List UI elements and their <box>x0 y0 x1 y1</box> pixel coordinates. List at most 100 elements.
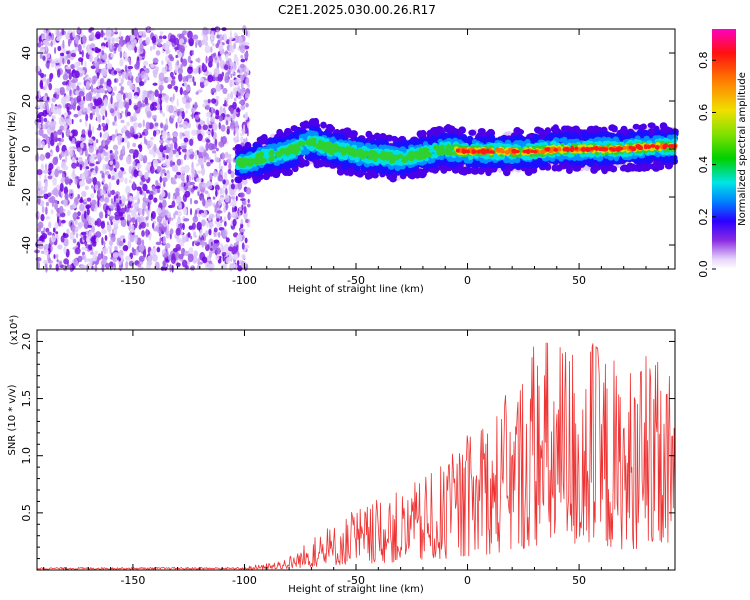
noise-speckle <box>55 145 60 153</box>
noise-speckle <box>145 167 149 171</box>
noise-speckle <box>137 72 141 77</box>
noise-speckle <box>46 136 50 144</box>
noise-speckle <box>220 219 224 223</box>
noise-speckle <box>239 63 245 69</box>
noise-speckle <box>107 211 111 216</box>
noise-speckle <box>183 218 190 222</box>
noise-speckle <box>129 233 135 243</box>
noise-speckle <box>161 60 164 65</box>
noise-speckle <box>220 152 226 160</box>
noise-speckle <box>114 115 117 123</box>
noise-speckle <box>65 128 71 138</box>
noise-speckle <box>48 259 54 264</box>
noise-speckle <box>137 122 142 128</box>
noise-speckle <box>197 170 202 175</box>
noise-speckle <box>197 133 203 142</box>
noise-speckle <box>218 114 224 122</box>
noise-speckle <box>175 121 178 129</box>
noise-speckle <box>219 33 223 42</box>
noise-speckle <box>41 232 48 240</box>
noise-speckle <box>205 230 209 237</box>
noise-speckle <box>236 260 240 267</box>
noise-speckle <box>175 243 181 251</box>
noise-speckle <box>81 251 86 256</box>
noise-speckle <box>243 200 247 206</box>
noise-speckle <box>148 194 154 201</box>
noise-speckle <box>213 52 217 57</box>
noise-speckle <box>187 122 191 129</box>
noise-speckle <box>158 93 163 99</box>
noise-speckle <box>74 247 81 255</box>
noise-speckle <box>211 128 214 138</box>
noise-speckle <box>239 192 245 198</box>
noise-speckle <box>229 188 235 196</box>
noise-speckle <box>79 163 83 171</box>
noise-speckle <box>173 194 176 199</box>
noise-speckle <box>145 37 151 46</box>
noise-speckle <box>85 204 91 209</box>
noise-speckle <box>225 120 229 126</box>
noise-speckle <box>110 189 116 195</box>
noise-speckle <box>99 211 104 219</box>
noise-speckle <box>65 66 71 70</box>
noise-speckle <box>62 58 65 65</box>
noise-speckle <box>132 181 136 190</box>
noise-speckle <box>237 85 240 92</box>
noise-speckle <box>244 111 249 121</box>
noise-speckle <box>89 54 93 62</box>
noise-speckle <box>201 182 208 188</box>
noise-speckle <box>215 83 222 92</box>
noise-speckle <box>230 196 236 200</box>
noise-speckle <box>118 240 124 247</box>
noise-speckle <box>102 125 107 132</box>
noise-speckle <box>167 84 173 89</box>
noise-speckle <box>110 95 113 105</box>
noise-speckle <box>245 42 250 46</box>
signal-mark <box>565 166 573 175</box>
noise-speckle <box>102 115 105 121</box>
noise-speckle <box>163 94 170 101</box>
noise-speckle <box>45 35 52 42</box>
noise-speckle <box>94 184 99 191</box>
noise-speckle <box>189 197 193 205</box>
noise-speckle <box>207 156 211 161</box>
noise-speckle <box>123 51 128 58</box>
noise-speckle <box>104 197 110 204</box>
noise-speckle <box>74 46 79 52</box>
noise-speckle <box>244 51 249 59</box>
noise-speckle <box>128 179 132 184</box>
noise-speckle <box>162 112 166 117</box>
noise-speckle <box>113 102 119 110</box>
noise-speckle <box>57 107 62 116</box>
noise-speckle <box>67 38 71 47</box>
noise-speckle <box>229 61 234 67</box>
noise-speckle <box>54 221 59 230</box>
noise-speckle <box>166 224 170 232</box>
noise-speckle <box>81 49 84 58</box>
noise-speckle <box>46 53 51 59</box>
noise-speckle <box>218 55 222 62</box>
signal-mark <box>647 122 656 129</box>
noise-speckle <box>236 57 239 66</box>
noise-speckle <box>177 216 181 225</box>
noise-speckle <box>183 207 188 216</box>
noise-speckle <box>102 67 108 77</box>
noise-speckle <box>142 155 148 164</box>
noise-speckle <box>188 247 194 255</box>
noise-speckle <box>98 145 104 154</box>
noise-speckle <box>51 136 55 144</box>
noise-speckle <box>96 127 102 131</box>
noise-speckle <box>105 110 108 118</box>
noise-speckle <box>162 235 167 245</box>
noise-speckle <box>208 250 213 258</box>
noise-speckle <box>79 203 85 212</box>
noise-speckle <box>102 177 105 184</box>
noise-speckle <box>125 260 129 269</box>
noise-speckle <box>48 82 53 91</box>
noise-speckle <box>43 244 49 248</box>
noise-speckle <box>60 219 66 224</box>
noise-speckle <box>86 215 92 223</box>
noise-speckle <box>173 142 178 150</box>
noise-speckle <box>117 170 123 179</box>
